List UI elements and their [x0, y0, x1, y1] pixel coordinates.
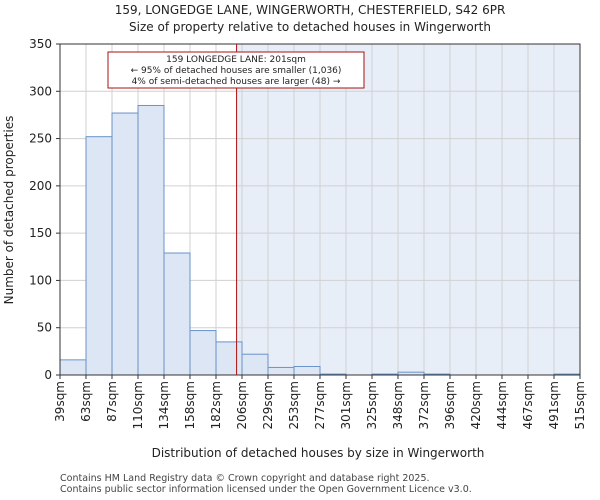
x-tick-label: 301sqm — [339, 381, 353, 429]
x-tick-label: 87sqm — [105, 381, 119, 422]
footer-line-2: Contains public sector information licen… — [60, 484, 472, 495]
y-tick-label: 50 — [37, 321, 52, 335]
histogram-bar — [267, 366, 295, 376]
annotation-line: 4% of semi-detached houses are larger (4… — [132, 77, 341, 87]
histogram-bar — [215, 341, 243, 376]
x-tick-label: 396sqm — [443, 381, 457, 429]
annotation-line: 159 LONGEDGE LANE: 201sqm — [166, 55, 306, 65]
histogram-bar — [137, 104, 165, 376]
plot-area: 0 50 100 150 200 250 300 350 39sqm 63sqm 87sqm 110s… — [29, 37, 587, 429]
x-tick-label: 63sqm — [79, 381, 93, 422]
x-tick-label: 182sqm — [209, 381, 223, 429]
x-axis-title: Distribution of detached houses by size … — [152, 446, 485, 460]
x-tick-label: 253sqm — [287, 381, 301, 429]
x-tick-label: 325sqm — [365, 381, 379, 429]
x-tick-label: 277sqm — [313, 381, 327, 429]
histogram-bar — [59, 359, 87, 376]
x-tick-label: 420sqm — [469, 381, 483, 429]
histogram-bar — [189, 330, 217, 376]
x-tick-label: 206sqm — [235, 381, 249, 429]
y-tick-label: 250 — [29, 132, 52, 146]
y-tick-label: 300 — [29, 84, 52, 98]
histogram-bar — [111, 112, 139, 376]
x-tick-label: 39sqm — [53, 381, 67, 422]
histogram-bar — [85, 136, 113, 376]
x-tick-label: 491sqm — [547, 381, 561, 429]
x-tick-label: 134sqm — [157, 381, 171, 429]
annotation-box — [107, 51, 365, 89]
histogram-bar — [163, 252, 191, 376]
x-tick-label: 467sqm — [521, 381, 535, 429]
x-tick-label: 229sqm — [261, 381, 275, 429]
y-axis-title: Number of detached properties — [2, 116, 16, 305]
x-tick-label: 444sqm — [495, 381, 509, 429]
y-tick-label: 150 — [29, 226, 52, 240]
x-tick-label: 110sqm — [131, 381, 145, 429]
chart-title: 159, LONGEDGE LANE, WINGERWORTH, CHESTER… — [115, 3, 506, 17]
y-tick-label: 0 — [44, 368, 52, 382]
y-tick-label: 350 — [29, 37, 52, 51]
histogram-bar — [293, 365, 321, 376]
annotation-line: ← 95% of detached houses are smaller (1,… — [131, 66, 342, 76]
y-tick-label: 200 — [29, 179, 52, 193]
x-tick-label: 348sqm — [391, 381, 405, 429]
x-tick-label: 515sqm — [573, 381, 587, 429]
x-tick-label: 372sqm — [417, 381, 431, 429]
histogram-bar — [241, 353, 269, 376]
x-tick-label: 158sqm — [183, 381, 197, 429]
chart-subtitle: Size of property relative to detached ho… — [129, 20, 491, 34]
y-tick-label: 100 — [29, 273, 52, 287]
footer-line-1: Contains HM Land Registry data © Crown c… — [60, 473, 430, 484]
